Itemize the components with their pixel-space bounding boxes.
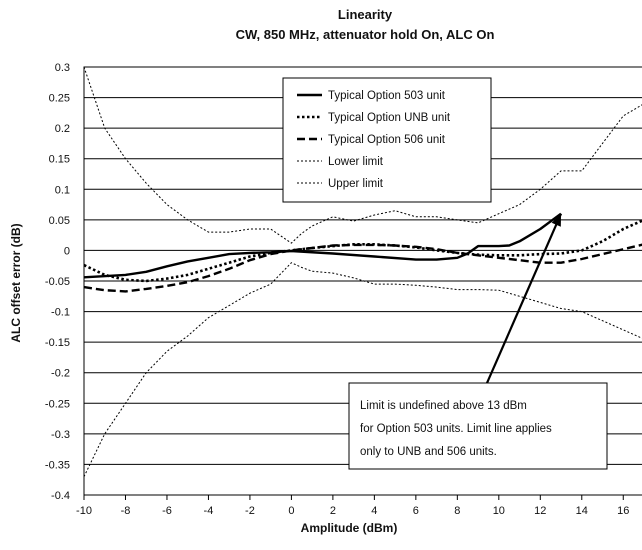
y-tick-label: -0.1 — [51, 307, 70, 319]
y-tick-label: 0.2 — [55, 123, 70, 135]
series-line-5 — [83, 66, 642, 244]
x-tick-label: 14 — [576, 505, 588, 517]
chart-subtitle: CW, 850 MHz, attenuator hold On, ALC On — [236, 27, 495, 42]
series-line-1 — [83, 212, 562, 279]
y-tick-label: 0.15 — [49, 154, 70, 166]
annotation-box — [348, 382, 608, 470]
plot-frame — [83, 66, 642, 496]
legend-label: Typical Option UNB unit — [328, 112, 451, 124]
y-axis-label: ALC offset error (dB) — [9, 223, 23, 342]
series-line-2 — [83, 219, 642, 283]
y-tick-label: 0.3 — [55, 62, 70, 74]
annotation-line-2: for Option 503 units. Limit line applies — [360, 423, 552, 435]
legend-label: Lower limit — [328, 156, 384, 168]
legend-label: Typical Option 503 unit — [328, 90, 446, 102]
x-tick-label: -6 — [162, 505, 172, 517]
x-tick-label: 12 — [534, 505, 546, 517]
legend-box — [282, 77, 492, 203]
legend-label: Typical Option 506 unit — [328, 134, 446, 146]
x-tick-label: 6 — [413, 505, 419, 517]
annotation: Limit is undefined above 13 dBm for Opti… — [348, 213, 608, 470]
x-tick-label: 4 — [371, 505, 377, 517]
y-tick-label: -0.3 — [51, 429, 70, 441]
y-tick-label: -0.4 — [51, 490, 70, 502]
x-tick-label: -4 — [204, 505, 214, 517]
y-tick-label: -0.15 — [45, 337, 70, 349]
x-tick-label: -10 — [76, 505, 92, 517]
series-line-4 — [83, 262, 642, 477]
y-tick-label: -0.35 — [45, 459, 70, 471]
series-lines — [83, 66, 642, 477]
y-tick-label: -0.2 — [51, 368, 70, 380]
x-tick-label: 0 — [288, 505, 294, 517]
series-line-3 — [83, 243, 642, 293]
x-axis-label: Amplitude (dBm) — [301, 521, 398, 535]
x-tick-label: 10 — [493, 505, 505, 517]
chart-title: Linearity — [338, 7, 393, 22]
x-tick-label: -2 — [245, 505, 255, 517]
legend: Typical Option 503 unit Typical Option UN… — [282, 77, 492, 203]
y-tick-label: -0.05 — [45, 276, 70, 288]
x-tick-label: 8 — [454, 505, 460, 517]
legend-label: Upper limit — [328, 178, 384, 190]
y-tick-label: 0.25 — [49, 93, 70, 105]
y-tick-label: 0 — [64, 245, 70, 257]
x-tick-label: -8 — [121, 505, 131, 517]
annotation-line-1: Limit is undefined above 13 dBm — [360, 400, 527, 412]
x-tick-labels: -10 -8 -6 -4 -2 0 2 4 6 8 10 12 14 16 — [76, 495, 629, 517]
y-tick-label: -0.25 — [45, 398, 70, 410]
annotation-line-3: only to UNB and 506 units. — [360, 446, 497, 458]
x-tick-label: 2 — [330, 505, 336, 517]
y-tick-label: 0.05 — [49, 215, 70, 227]
y-tick-labels: 0.3 0.25 0.2 0.15 0.1 0.05 0 -0.05 -0.1 -0.15 -0.2… — [45, 62, 70, 502]
annotation-arrow-shaft — [485, 213, 563, 384]
y-tick-label: 0.1 — [55, 184, 70, 196]
x-tick-label: 16 — [617, 505, 629, 517]
annotation-arrow-head — [551, 213, 562, 227]
